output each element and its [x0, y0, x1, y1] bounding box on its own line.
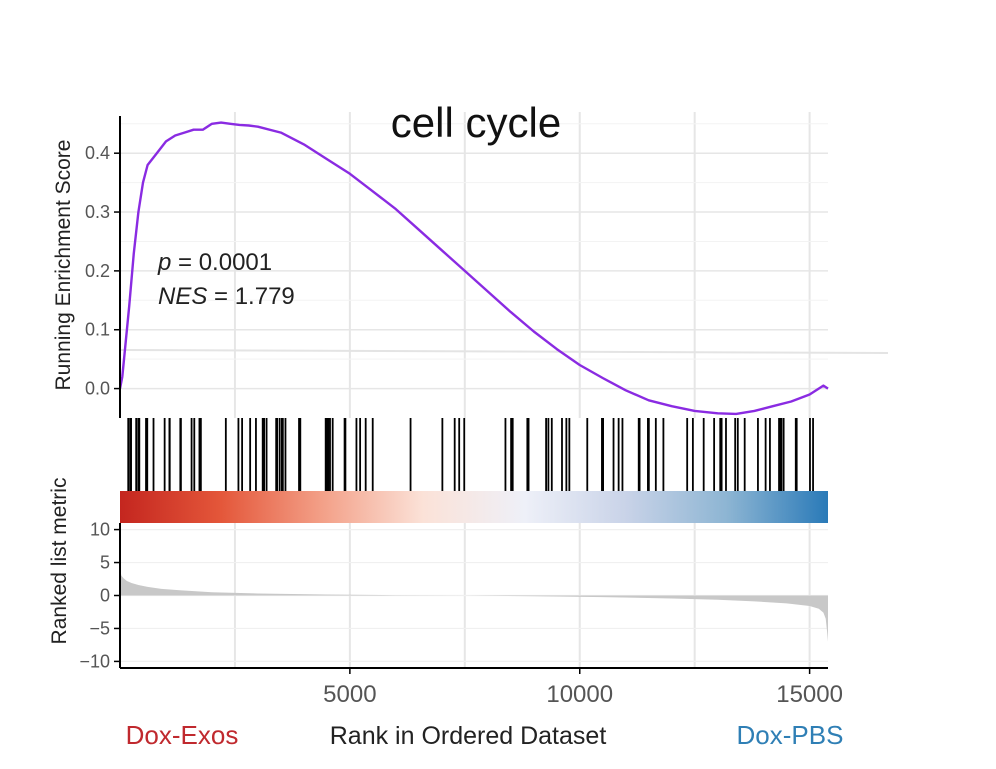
es-panel-gridlines [119, 112, 889, 418]
ranked-tick-label: 5 [100, 553, 110, 573]
nes-symbol: NES [158, 283, 207, 310]
chart-title: cell cycle [391, 99, 561, 146]
es-y-axis-ticks: 0.0 0.1 0.2 0.3 0.4 [85, 143, 120, 399]
x-axis-label: Rank in Ordered Dataset [330, 722, 607, 750]
p-value-annotation: p = 0.0001 [157, 249, 272, 276]
right-group-label: Dox-PBS [737, 720, 844, 750]
x-tick-label: 10000 [546, 681, 613, 708]
nes-value: = 1.779 [207, 283, 294, 310]
x-tick-label: 15000 [776, 681, 843, 708]
reference-line [119, 349, 889, 354]
p-symbol: p [157, 249, 171, 276]
left-group-label: Dox-Exos [126, 720, 239, 750]
enrichment-score-curve [118, 121, 829, 416]
rank-color-bar [120, 491, 828, 523]
ranked-tick-label: 10 [90, 520, 110, 540]
x-axis-ticks: 5000 10000 15000 [323, 668, 843, 708]
ranked-tick-label: −5 [89, 618, 110, 638]
p-value: = 0.0001 [171, 249, 272, 276]
ranked-tick-label: 0 [100, 586, 110, 606]
es-tick-label: 0.3 [85, 202, 110, 222]
ranked-tick-label: −10 [79, 651, 110, 671]
es-tick-label: 0.0 [85, 379, 110, 399]
es-tick-label: 0.1 [85, 320, 110, 340]
x-tick-label: 5000 [323, 681, 376, 708]
ranked-y-axis-ticks: 10 5 0 −5 −10 [79, 520, 120, 671]
es-tick-label: 0.4 [85, 143, 110, 163]
es-tick-label: 0.2 [85, 261, 110, 281]
ranked-y-axis-label: Ranked list metric [48, 478, 71, 645]
nes-annotation: NES = 1.779 [158, 283, 295, 310]
gene-set-hit-lines [127, 418, 814, 491]
es-y-axis-label: Running Enrichment Score [52, 140, 75, 391]
